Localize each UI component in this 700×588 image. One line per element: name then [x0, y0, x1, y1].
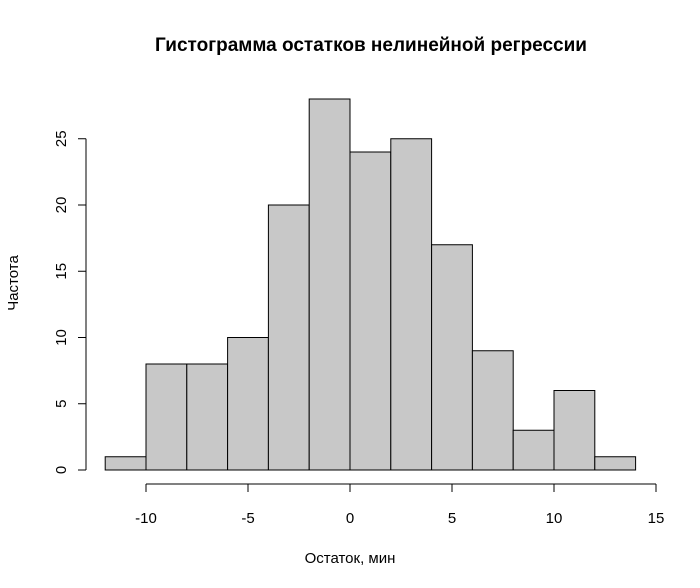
histogram-bar: [267, 204, 310, 471]
histogram-bar: [594, 456, 637, 471]
histogram-bar: [145, 363, 188, 471]
y-tick-label: 10: [53, 329, 70, 346]
chart-title: Гистограмма остатков нелинейной регресси…: [155, 35, 587, 56]
x-tick-label: -10: [135, 510, 157, 527]
histogram-bar: [553, 390, 596, 471]
x-tick-label: 15: [648, 510, 665, 527]
y-tick-label: 5: [53, 400, 70, 408]
x-tick-label: 0: [346, 510, 354, 527]
y-tick-label: 25: [53, 130, 70, 147]
histogram-bar: [186, 363, 229, 471]
histogram-bar: [104, 456, 147, 471]
histogram-bar: [512, 429, 555, 471]
y-tick-label: 0: [53, 466, 70, 474]
y-axis: 0 5 10 15 20 25: [53, 130, 87, 474]
x-tick-label: 10: [546, 510, 563, 527]
y-tick-label: 15: [53, 263, 70, 280]
histogram-bar: [308, 98, 351, 471]
histogram-bar: [431, 244, 473, 471]
x-tick-label: -5: [241, 510, 254, 527]
bars-group: [104, 98, 637, 471]
histogram-bar: [471, 350, 514, 471]
x-axis: -10 -5 0 5 10 15: [135, 483, 665, 527]
x-tick-label: 5: [448, 510, 456, 527]
y-tick-label: 20: [53, 197, 70, 214]
x-axis-title: Остаток, мин: [305, 550, 396, 567]
histogram-bar: [349, 151, 392, 471]
histogram-bar: [227, 337, 269, 471]
histogram-bar: [390, 138, 433, 471]
y-axis-title: Частота: [5, 255, 22, 311]
